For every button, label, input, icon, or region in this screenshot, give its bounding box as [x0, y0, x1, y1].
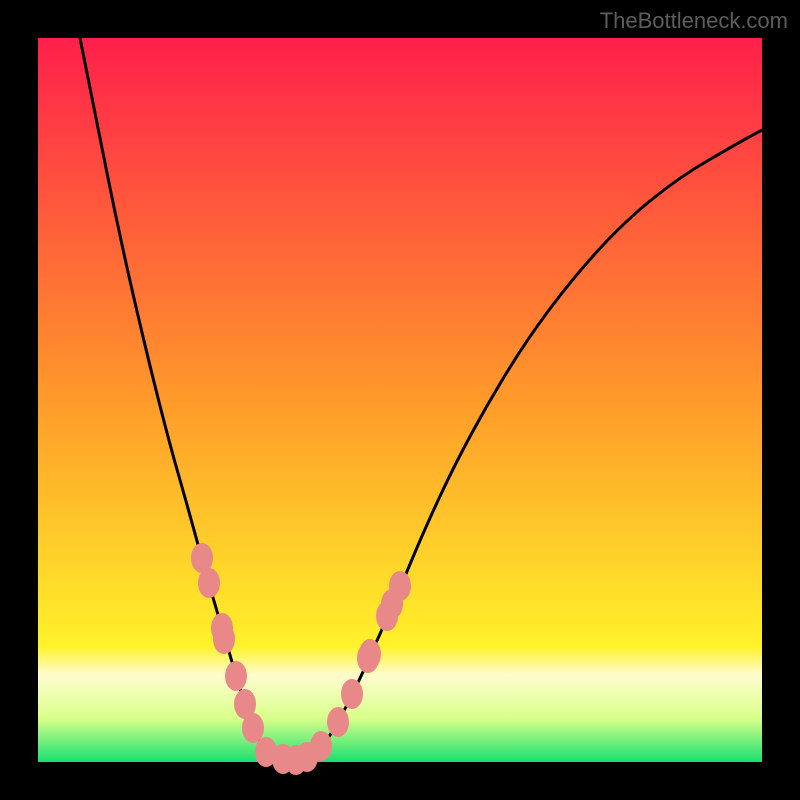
data-point: [225, 661, 247, 691]
data-point: [389, 571, 411, 601]
data-point: [310, 731, 332, 761]
watermark-text: TheBottleneck.com: [600, 8, 788, 34]
bottleneck-curve: [38, 38, 762, 762]
data-point: [213, 624, 235, 654]
data-point: [341, 679, 363, 709]
bottleneck-chart: [38, 38, 762, 762]
data-point: [198, 568, 220, 598]
data-point: [359, 639, 381, 669]
data-point: [327, 707, 349, 737]
